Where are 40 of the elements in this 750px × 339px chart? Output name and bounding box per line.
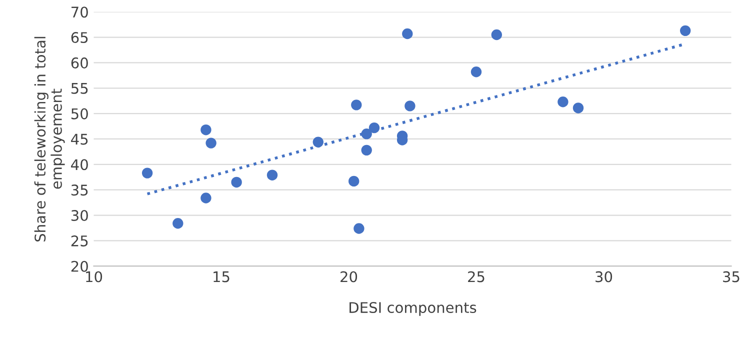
point — [351, 100, 362, 110]
y-tick-label: 35 — [71, 184, 88, 196]
point — [361, 144, 372, 156]
point — [348, 176, 360, 187]
x-axis-title: DESI components — [350, 302, 476, 316]
point — [491, 29, 502, 40]
point — [572, 102, 584, 114]
point — [680, 25, 691, 36]
y-tick-label: 50 — [71, 108, 88, 120]
point — [142, 168, 153, 178]
point — [470, 66, 482, 78]
point — [200, 124, 212, 136]
point — [402, 28, 413, 40]
point — [200, 192, 212, 204]
point — [361, 128, 372, 140]
point — [172, 218, 184, 229]
y-tick-label: 45 — [71, 134, 88, 145]
point — [368, 122, 380, 134]
y-tick-label: 60 — [71, 57, 88, 68]
point — [206, 138, 216, 148]
y-tick-label: 40 — [71, 159, 88, 170]
point — [558, 96, 568, 108]
point — [404, 100, 416, 112]
y-tick-label: 30 — [71, 210, 88, 222]
x-tick-label: 25 — [468, 271, 484, 282]
x-tick-label: 15 — [214, 271, 230, 282]
x-tick-label: 20 — [340, 271, 358, 282]
y-tick-label: 55 — [71, 83, 88, 94]
point — [266, 170, 278, 180]
y-axis-title: Share of teleworking in total employement — [34, 36, 65, 242]
x-tick-label: 30 — [596, 271, 612, 282]
y-tick-label: 25 — [71, 235, 88, 246]
point — [231, 176, 242, 188]
x-tick-label: 35 — [723, 271, 740, 282]
y-tick-label: 70 — [72, 6, 88, 18]
point — [354, 223, 364, 234]
point — [312, 136, 324, 148]
y-tick-label: 20 — [71, 260, 88, 272]
x-tick-label: 10 — [86, 271, 102, 282]
y-tick-label: 65 — [71, 32, 88, 44]
